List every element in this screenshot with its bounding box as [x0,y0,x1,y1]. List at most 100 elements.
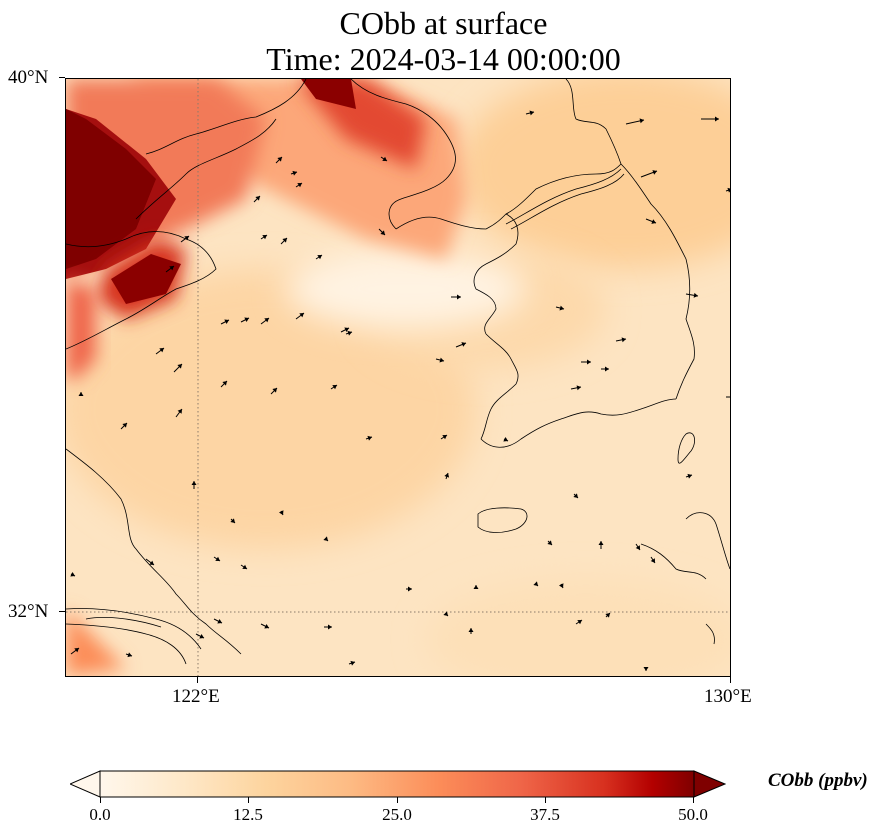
wind-vector-head [299,313,304,318]
wind-vector-head [222,381,227,386]
coast-chongming [85,617,162,628]
wind-vector-head [650,558,655,563]
wind-vector-head [70,571,75,577]
colorbar-extend-max [693,770,726,798]
wind-vector-head [297,183,302,188]
wind-vector-head [184,236,189,241]
wind-vector-head [547,540,552,545]
wind-vector-head [503,436,508,442]
wind-vector-head [558,583,564,588]
wind-vector-head [439,357,444,363]
coast-korea-west [480,333,519,440]
wind-vector-head [217,618,222,624]
wind-vector-head [687,473,692,479]
coastlines [66,79,730,665]
coast-liaodong [350,79,456,230]
wind-vector-head [323,536,328,541]
wind-vector-head [347,330,352,336]
coast-liaoning [145,79,307,155]
wind-vector-head [278,510,284,515]
colorbar-tick-4 [693,797,694,803]
wind-vector-head [215,556,220,561]
colorbar-tick-0 [100,797,101,803]
coast-korea-south [480,398,677,448]
lat-tick-label-40n: 40°N [8,67,49,88]
coast-jiangsu [66,448,242,655]
lon-tick-label-130e: 130°E [704,686,752,707]
wind-vector-head [255,196,260,201]
wind-vector-head [468,628,474,632]
wind-vector-head [149,560,154,565]
wind-vector-head [224,319,229,325]
lat-tick-mark-40n [59,77,65,78]
wind-vector-head [177,364,182,369]
wind-vector-head [244,317,249,323]
coast-yangtze-south [66,623,187,665]
wind-vector-head [199,633,204,639]
wind-vector-head [652,170,657,175]
wind-vector-head [122,423,127,428]
coast-yangtze-north [66,608,202,650]
wind-vector-head [643,667,649,671]
wind-vector-head [577,620,582,625]
wind-vector-head [635,545,640,550]
map-subtitle-time: Time: 2024-03-14 00:00:00 [266,41,621,77]
wind-vector-head [262,235,267,240]
wind-vector-head [367,435,372,441]
colorbar-label: CObb (ppbv) [768,770,868,791]
wind-vector-head [382,156,387,161]
wind-vector-head [317,255,322,260]
plume-southwest-corner [66,609,126,676]
wind-vector-head [242,564,247,569]
wind-vector-head [332,385,337,390]
wind-vector-head [533,581,538,586]
colorbar-tick-label-3: 37.5 [530,805,560,824]
lon-tick-mark-130e [730,677,731,683]
colorbar-tick-1 [248,797,249,803]
colorbar-tick-label-4: 50.0 [678,805,708,824]
wind-vector-head [442,435,447,440]
wind-vector-head [587,359,591,365]
colorbar-tick-label-1: 12.5 [233,805,263,824]
wind-vector-head [473,585,479,589]
coast-nk-southwest [473,213,519,335]
field-light-patch [286,249,526,329]
wind-vector-head [573,493,578,498]
wind-vector-head [457,294,461,300]
wind-vector-head [344,327,349,333]
wind-vector-head [264,623,269,629]
coast-nk-east [565,79,622,165]
coast-tsushima [677,432,696,464]
map-title: CObb at surface [339,5,548,41]
coast-islands-south [705,623,715,645]
wind-vector-head [159,348,164,353]
wind-vector-head [380,230,385,235]
lon-tick-label-122e: 122°E [172,686,220,707]
wind-vector-head [292,170,297,176]
map-canvas [66,79,730,676]
plume-southwest-max [111,254,181,304]
coast-bohai-inner [135,118,277,220]
colorbar-tick-label-0: 0.0 [89,805,111,824]
colorbar-tick-2 [397,797,398,803]
plume-west-edge [66,279,96,379]
wind-vector-head [272,388,277,393]
wind-vector-head [621,337,626,343]
wind-vector-head [598,541,604,545]
coast-kyushu [685,512,730,570]
wind-vector-head [230,518,235,523]
wind-vector-head [78,392,84,396]
wind-vector-head [328,624,332,630]
wind-vector-head [461,342,466,347]
wind-vector-head [559,305,564,311]
colorbar-tick-3 [545,797,546,803]
colorbar-tick-label-2: 25.0 [382,805,412,824]
wind-vector-head [727,187,730,193]
lat-tick-mark-32n [59,611,65,612]
wind-vectors [70,110,730,671]
wind-vector-head [282,238,287,243]
wind-vector-head [408,586,412,592]
wind-vector-head [605,613,610,618]
wind-vector-head [444,473,450,478]
wind-vector-head [715,116,719,122]
